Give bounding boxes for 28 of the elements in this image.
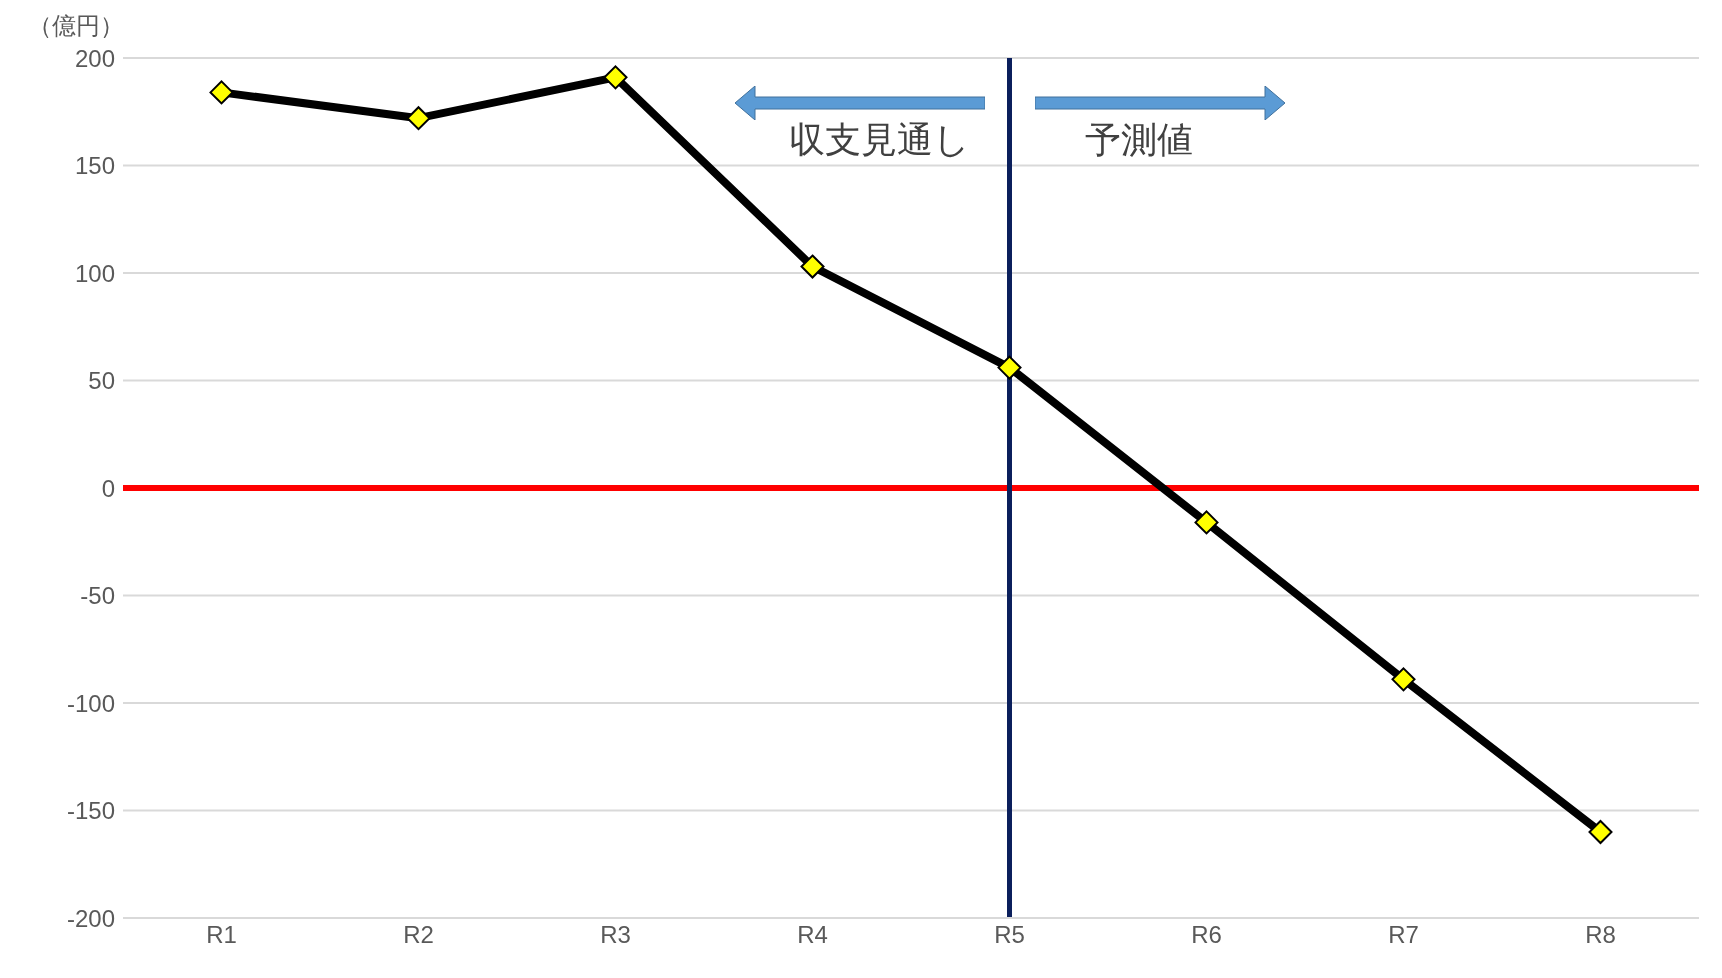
y-tick-label: 0 — [101, 474, 115, 502]
y-tick-label: 200 — [74, 44, 115, 72]
x-tick-label: R7 — [1388, 921, 1419, 949]
annotation: 予測値 — [1084, 118, 1193, 162]
y-axis-title: （億円） — [28, 11, 124, 42]
y-tick-label: 50 — [88, 367, 115, 395]
x-tick-label: R2 — [403, 921, 434, 949]
point — [1194, 510, 1219, 535]
y-tick-label: 100 — [74, 259, 115, 287]
x-tick-label: R1 — [206, 921, 237, 949]
point — [603, 65, 628, 90]
x-tick-label: R3 — [600, 921, 631, 949]
y-tick-label: -100 — [66, 689, 115, 717]
x-tick-label: R4 — [797, 921, 828, 949]
x-tick-label: R8 — [1585, 921, 1616, 949]
point — [1391, 667, 1416, 692]
point — [406, 106, 431, 131]
x-tick-label: R5 — [994, 921, 1025, 949]
x-tick-label: R6 — [1191, 921, 1222, 949]
y-tick-label: -200 — [66, 904, 115, 932]
point — [997, 355, 1022, 380]
y-tick-label: -150 — [66, 797, 115, 825]
y-tick-label: -50 — [80, 582, 115, 610]
point — [1588, 820, 1613, 844]
point — [800, 254, 825, 279]
annotation: 収支見通し — [788, 118, 970, 162]
point — [209, 80, 234, 105]
y-tick-label: 150 — [74, 152, 115, 180]
